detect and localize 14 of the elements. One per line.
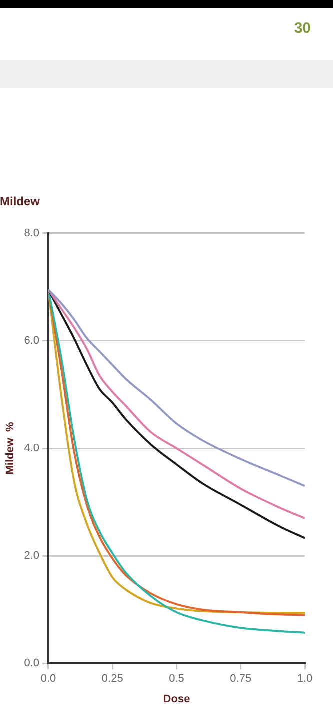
y-tick-label: 0.0 <box>24 658 40 670</box>
x-tick-label: 0.25 <box>102 673 124 686</box>
y-tick-label: 4.0 <box>24 442 40 455</box>
x-axis-title: Dose <box>163 693 190 706</box>
x-tick-label: 0.75 <box>230 673 252 686</box>
y-tick-label: 2.0 <box>24 550 40 562</box>
text: 30 <box>294 20 311 37</box>
x-tick-label: 0.5 <box>169 673 184 686</box>
x-tick-label: 0.0 <box>40 673 56 686</box>
x-tick-label: 1.0 <box>297 673 313 686</box>
y-tick-label: 8.0 <box>24 227 40 240</box>
chart-title: Mildew <box>0 194 41 209</box>
y-axis-title: Mildew % <box>4 422 17 475</box>
y-tick-label: 6.0 <box>24 334 40 347</box>
